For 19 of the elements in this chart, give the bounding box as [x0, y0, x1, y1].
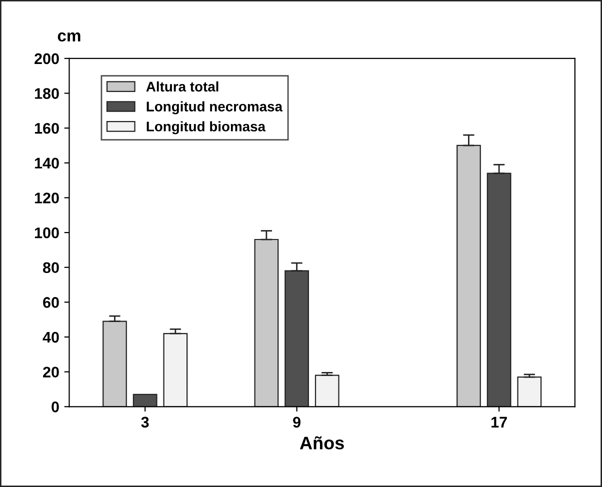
y-tick-label: 180	[34, 88, 59, 99]
x-tick-label: 17	[492, 416, 507, 428]
y-axis-title: cm	[58, 32, 80, 42]
y-tick-label: 140	[34, 158, 59, 169]
y-tick-label: 60	[43, 297, 59, 308]
y-tick-label: 160	[34, 122, 59, 134]
x-tick-label: 3	[141, 416, 149, 428]
y-tick-label: 80	[43, 262, 59, 274]
y-tick-label: 0	[52, 402, 59, 412]
y-tick-label: 20	[43, 366, 59, 378]
y-tick-label: 40	[42, 332, 59, 343]
legend-label: Longitud necromasa	[146, 101, 283, 114]
x-tick-label: 9	[293, 416, 300, 428]
legend-label: Altura total	[146, 81, 218, 92]
y-tick-label: 200	[34, 53, 59, 64]
x-axis-title: Años	[300, 436, 344, 450]
y-tick-label: 100	[34, 227, 59, 238]
legend-label: Longitud biomasa	[146, 121, 266, 134]
y-tick-label: 120	[34, 192, 59, 204]
